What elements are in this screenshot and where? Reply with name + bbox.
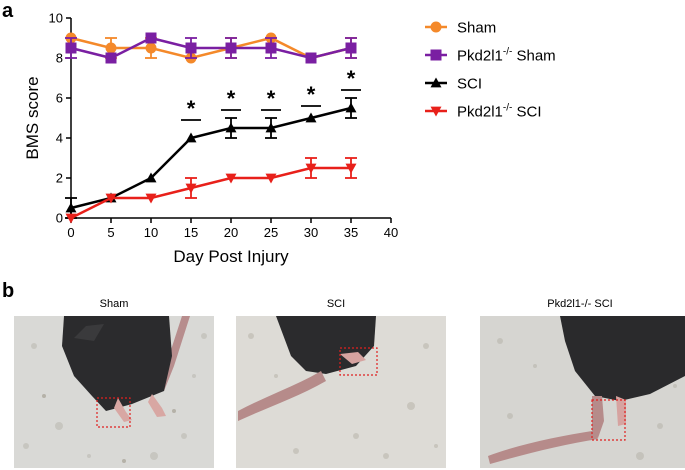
series-line-sci <box>70 106 352 210</box>
y-tick-label: 4 <box>56 131 63 146</box>
data-point-pkd2l1-sham <box>145 32 157 44</box>
data-point-pkd2l1-sham <box>225 42 237 54</box>
photo-sci <box>236 316 446 468</box>
x-tick-label: 40 <box>384 225 398 240</box>
data-point-sci <box>225 122 237 133</box>
data-point-sci <box>145 172 157 183</box>
data-point-pkd2l1-sci <box>145 193 157 204</box>
data-point-pkd2l1-sham <box>105 52 117 64</box>
data-point-sham <box>105 42 117 54</box>
data-point-pkd2l1-sham <box>265 42 277 54</box>
panel-a-label: a <box>2 0 14 22</box>
data-point-pkd2l1-sham <box>305 52 317 64</box>
x-tick-label: 35 <box>344 225 358 240</box>
bms-line-chart: 0 2 4 6 8 10 0 5 10 15 20 25 30 35 40 Day Post Injury BM… <box>23 11 556 267</box>
significance-star: * <box>267 86 276 111</box>
significance-star: * <box>307 82 316 107</box>
data-point-pkd2l1-sci <box>225 173 237 184</box>
series-line-pkd2l1-sci <box>70 166 351 220</box>
legend-entry: Pkd2l1-/- SCI <box>457 103 542 121</box>
significance-star: * <box>187 96 196 121</box>
roi-box <box>96 397 131 428</box>
data-point-sci <box>265 122 277 133</box>
legend-marker <box>430 49 442 61</box>
photo-label-pkd-sci: Pkd2l1-/- SCI <box>547 298 613 310</box>
x-tick-label: 20 <box>224 225 238 240</box>
data-point-pkd2l1-sci <box>305 163 317 174</box>
x-tick-label: 15 <box>184 225 198 240</box>
data-point-pkd2l1-sci <box>65 213 77 224</box>
data-point-pkd2l1-sci <box>265 173 277 184</box>
panel-b-label: b <box>2 280 15 302</box>
photo-sham <box>14 316 214 468</box>
series-line-sham <box>70 36 352 60</box>
legend-entry: Sham <box>457 20 496 37</box>
data-point-sci <box>185 132 197 143</box>
x-tick-label: 10 <box>144 225 158 240</box>
x-tick-label: 5 <box>107 225 114 240</box>
x-tick-label: 30 <box>304 225 318 240</box>
legend-entry: Pkd2l1-/- Sham <box>457 47 556 65</box>
legend-entry: SCI <box>457 76 482 93</box>
photo-label-sham: Sham <box>99 298 129 310</box>
roi-box <box>591 399 626 441</box>
data-point-sham <box>145 42 157 54</box>
data-point-pkd2l1-sham <box>185 42 197 54</box>
significance-star: * <box>227 86 236 111</box>
x-tick-label: 0 <box>67 225 74 240</box>
series-line-pkd2l1-sham <box>70 36 352 60</box>
legend-marker <box>430 106 442 117</box>
data-point-pkd2l1-sci <box>185 183 197 194</box>
y-tick-label: 0 <box>56 211 63 226</box>
y-tick-label: 6 <box>56 91 63 106</box>
data-point-pkd2l1-sci <box>345 163 357 174</box>
data-point-sci <box>305 112 317 123</box>
y-axis-title: BMS score <box>23 76 42 159</box>
y-tick-label: 2 <box>56 171 63 186</box>
data-point-sci <box>345 102 357 113</box>
data-point-sci <box>65 202 77 213</box>
legend-marker <box>430 77 442 88</box>
x-tick-label: 25 <box>264 225 278 240</box>
significance-star: * <box>347 66 356 91</box>
legend-marker <box>430 21 442 33</box>
y-tick-label: 8 <box>56 51 63 66</box>
data-point-pkd2l1-sham <box>65 42 77 54</box>
data-point-pkd2l1-sci <box>105 193 117 204</box>
photo-pkd-sci <box>480 316 685 468</box>
y-tick-label: 10 <box>49 11 63 26</box>
photo-label-sci: SCI <box>326 298 346 310</box>
x-axis-title: Day Post Injury <box>173 247 289 266</box>
data-point-pkd2l1-sham <box>345 42 357 54</box>
